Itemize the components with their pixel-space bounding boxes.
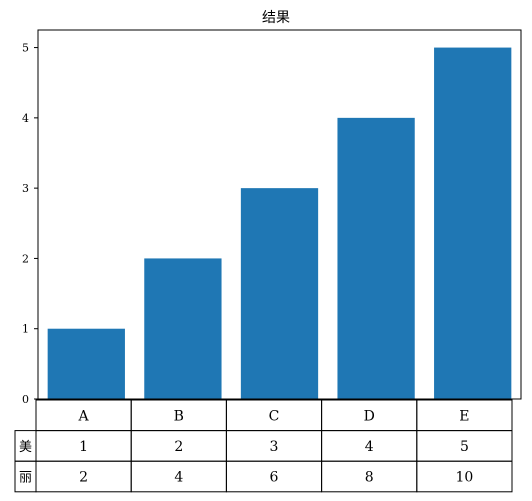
table-cell-value: 4 <box>174 470 183 486</box>
table-cell-value: 5 <box>460 439 469 455</box>
y-tick-label: 4 <box>22 112 29 125</box>
y-tick-label: 5 <box>22 42 29 55</box>
table-row-label: 丽 <box>19 471 32 486</box>
bar-C <box>241 188 318 399</box>
bar-D <box>337 118 414 399</box>
table-cell-value: 1 <box>79 439 88 455</box>
chart-title: 结果 <box>262 10 290 26</box>
bars-group <box>48 48 512 399</box>
table-cell-value: 2 <box>79 470 88 486</box>
y-axis: 0 1 2 3 4 5 <box>22 42 38 406</box>
y-tick-label: 2 <box>22 252 29 265</box>
table-column-label: B <box>174 408 184 424</box>
table-cell-value: 3 <box>270 439 279 455</box>
table-column-label: C <box>269 408 280 424</box>
table-column-label: D <box>364 408 375 424</box>
bar-B <box>144 258 221 399</box>
table-column-label: A <box>78 408 90 424</box>
table-cell-value: 10 <box>455 470 473 486</box>
y-tick-label: 1 <box>22 323 29 336</box>
table-row-label: 美 <box>19 440 32 455</box>
bar-E <box>434 48 511 399</box>
bar-A <box>48 329 125 399</box>
table-column-label: E <box>459 408 469 424</box>
y-tick-label: 3 <box>22 182 29 195</box>
table-cell-value: 8 <box>365 470 374 486</box>
table-cell-value: 2 <box>174 439 183 455</box>
table-cell-value: 6 <box>270 470 279 486</box>
y-tick-label: 0 <box>22 393 29 406</box>
data-table: A B C D E 美 1 2 3 4 5 丽 2 4 6 8 10 <box>15 400 512 492</box>
table-cell-value: 4 <box>365 439 374 455</box>
